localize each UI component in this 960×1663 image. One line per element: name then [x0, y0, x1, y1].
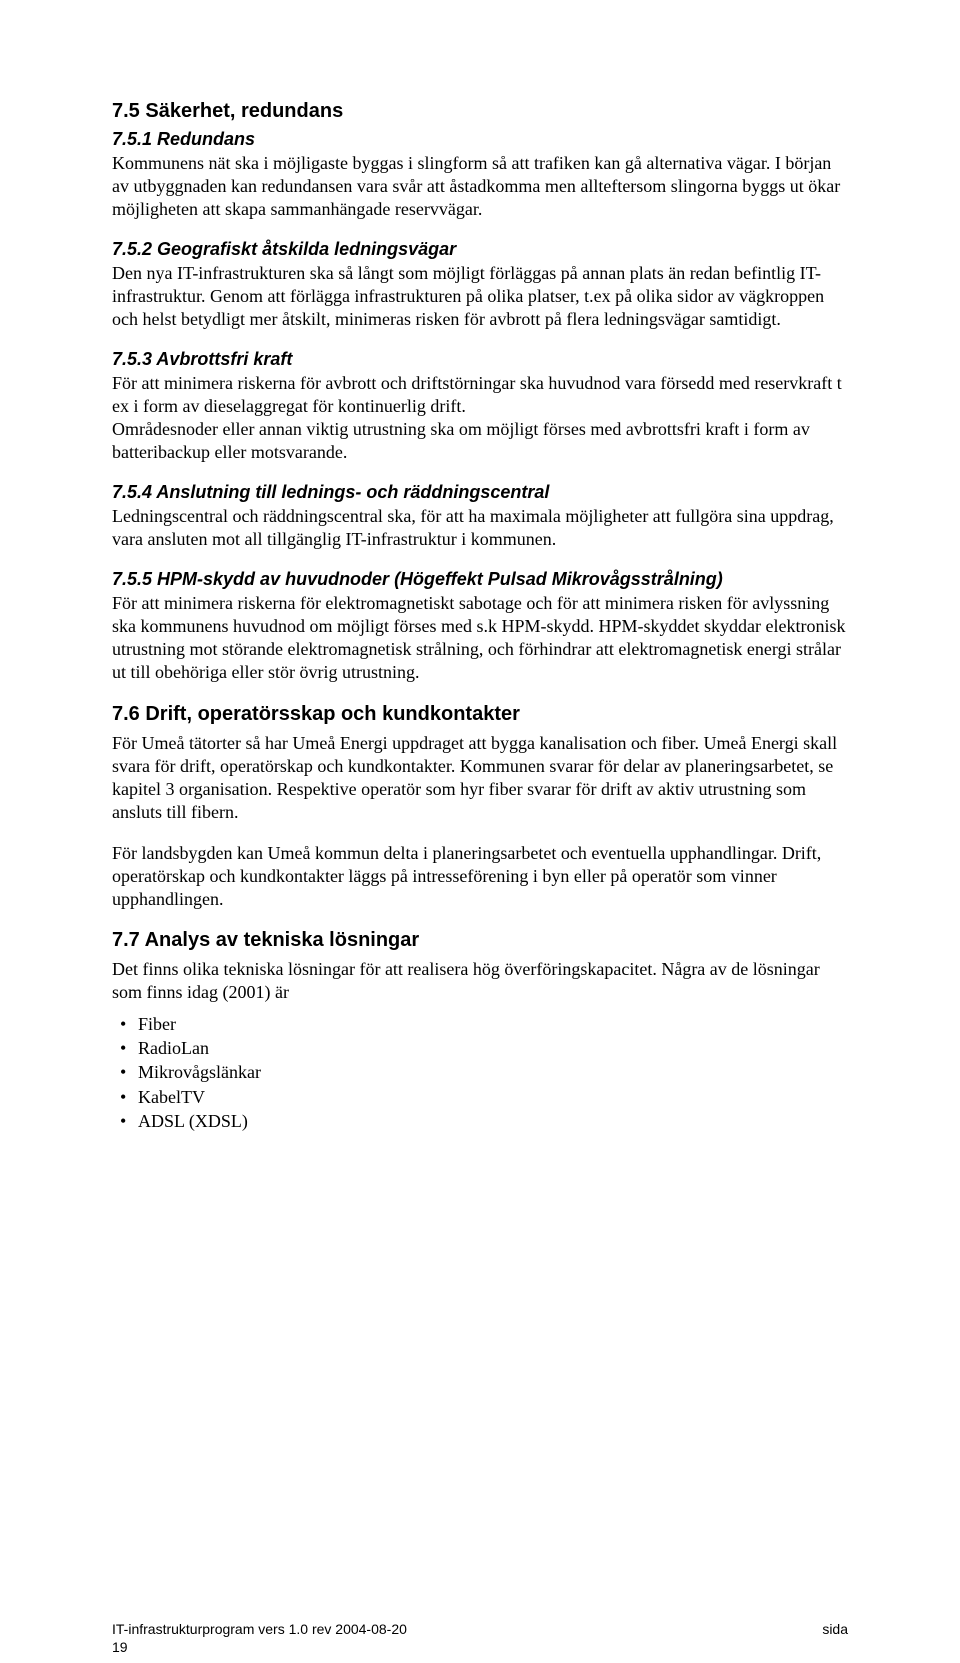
document-page: 7.5 Säkerhet, redundans 7.5.1 Redundans … — [0, 0, 960, 1663]
heading-7-6: 7.6 Drift, operatörsskap och kundkontakt… — [112, 703, 848, 726]
list-item: ADSL (XDSL) — [116, 1109, 848, 1133]
paragraph-7-6-a: För Umeå tätorter så har Umeå Energi upp… — [112, 732, 848, 824]
heading-7-5-2: 7.5.2 Geografiskt åtskilda ledningsvägar — [112, 239, 848, 260]
paragraph-7-5-5: För att minimera riskerna för elektromag… — [112, 592, 848, 684]
list-item: RadioLan — [116, 1036, 848, 1060]
footer-left-text: IT-infrastrukturprogram vers 1.0 rev 200… — [112, 1621, 407, 1637]
page-number: 19 — [112, 1639, 128, 1655]
list-item: KabelTV — [116, 1085, 848, 1109]
paragraph-7-7-intro: Det finns olika tekniska lösningar för a… — [112, 958, 848, 1004]
heading-7-5-3: 7.5.3 Avbrottsfri kraft — [112, 349, 848, 370]
list-item: Fiber — [116, 1012, 848, 1036]
paragraph-7-5-4: Ledningscentral och räddningscentral ska… — [112, 505, 848, 551]
heading-7-5-1: 7.5.1 Redundans — [112, 129, 848, 150]
page-footer: IT-infrastrukturprogram vers 1.0 rev 200… — [112, 1621, 848, 1637]
paragraph-7-5-1: Kommunens nät ska i möjligaste byggas i … — [112, 152, 848, 221]
heading-7-7: 7.7 Analys av tekniska lösningar — [112, 929, 848, 952]
list-item: Mikrovågslänkar — [116, 1060, 848, 1084]
heading-7-5-5: 7.5.5 HPM-skydd av huvudnoder (Högeffekt… — [112, 569, 848, 590]
paragraph-7-5-3: För att minimera riskerna för avbrott oc… — [112, 372, 848, 464]
tech-solutions-list: Fiber RadioLan Mikrovågslänkar KabelTV A… — [112, 1012, 848, 1133]
heading-7-5-4: 7.5.4 Anslutning till lednings- och rädd… — [112, 482, 848, 503]
footer-right-text: sida — [822, 1621, 848, 1637]
heading-7-5: 7.5 Säkerhet, redundans — [112, 100, 848, 123]
paragraph-7-5-2: Den nya IT-infrastrukturen ska så långt … — [112, 262, 848, 331]
paragraph-7-6-b: För landsbygden kan Umeå kommun delta i … — [112, 842, 848, 911]
